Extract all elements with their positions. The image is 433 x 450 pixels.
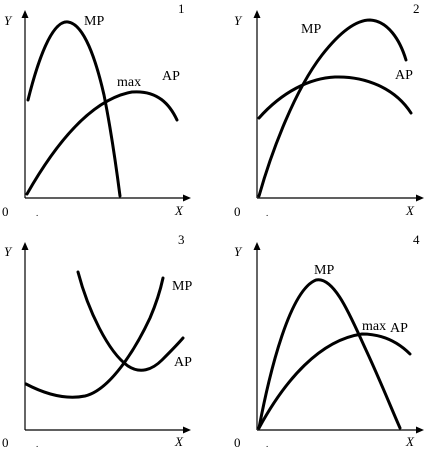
panel-1-x-label: X — [174, 203, 184, 218]
panel-3-ap-curve — [76, 270, 185, 372]
panel-3-mp-label: MP — [172, 279, 192, 294]
panel-4-y-arrow-icon — [253, 242, 261, 250]
panel-3-tick-mark: . — [36, 439, 38, 449]
panel-1-mp-curve — [26, 20, 122, 198]
panel-4-ap-label: AP — [390, 321, 408, 336]
panel-2-tick-mark: . — [266, 208, 268, 218]
panel-2-origin-label: 0 — [234, 204, 241, 219]
panel-2-mp-label: MP — [301, 22, 321, 37]
panel-2-ap-curve — [257, 75, 413, 120]
panel-1-mp-label: MP — [84, 14, 104, 29]
panel-1-number: 1 — [178, 1, 185, 16]
panel-3: Y X 0 . 3 MP AP — [2, 232, 192, 450]
panel-3-mp-curve — [24, 276, 165, 399]
panel-4-x-arrow-icon — [416, 426, 424, 434]
panel-4-tick-mark: . — [266, 439, 268, 449]
panel-1-origin-label: 0 — [2, 204, 9, 219]
panel-1: Y X 0 . 1 MP max AP — [2, 1, 191, 219]
panel-4-ap-curve — [257, 332, 412, 430]
panel-4-x-label: X — [405, 434, 415, 449]
panel-2-x-arrow-icon — [416, 194, 424, 202]
panel-2: Y X 0 . 2 MP AP — [234, 1, 424, 219]
panel-3-y-arrow-icon — [21, 242, 29, 250]
panel-4-mp-label: MP — [314, 263, 334, 278]
panel-1-ap-label: AP — [162, 69, 180, 84]
panel-2-ap-label: AP — [395, 68, 413, 83]
panel-4-number: 4 — [413, 232, 420, 247]
panel-3-x-arrow-icon — [183, 426, 191, 434]
panel-4-y-label: Y — [234, 244, 243, 259]
panel-1-ap-curve — [25, 90, 179, 196]
panel-3-origin-label: 0 — [2, 435, 9, 450]
panel-4-origin-label: 0 — [234, 435, 241, 450]
panel-3-x-label: X — [174, 434, 184, 449]
panel-1-max-label: max — [117, 75, 141, 90]
panel-4: Y X 0 . 4 MP max AP — [234, 232, 424, 450]
panel-4-max-label: max — [362, 319, 386, 334]
panel-4-mp-curve — [257, 278, 402, 430]
panel-3-number: 3 — [178, 232, 185, 247]
panel-2-number: 2 — [413, 1, 420, 16]
panel-3-ap-label: AP — [174, 355, 192, 370]
panel-2-y-label: Y — [234, 13, 243, 28]
panel-2-y-arrow-icon — [253, 10, 261, 18]
panel-1-tick-mark: . — [36, 208, 38, 218]
panel-1-y-label: Y — [4, 13, 13, 28]
panel-2-x-label: X — [405, 203, 415, 218]
panel-3-y-label: Y — [4, 244, 13, 259]
panel-1-x-arrow-icon — [183, 194, 191, 202]
panel-1-y-arrow-icon — [21, 10, 29, 18]
panel-2-mp-curve — [257, 18, 408, 198]
